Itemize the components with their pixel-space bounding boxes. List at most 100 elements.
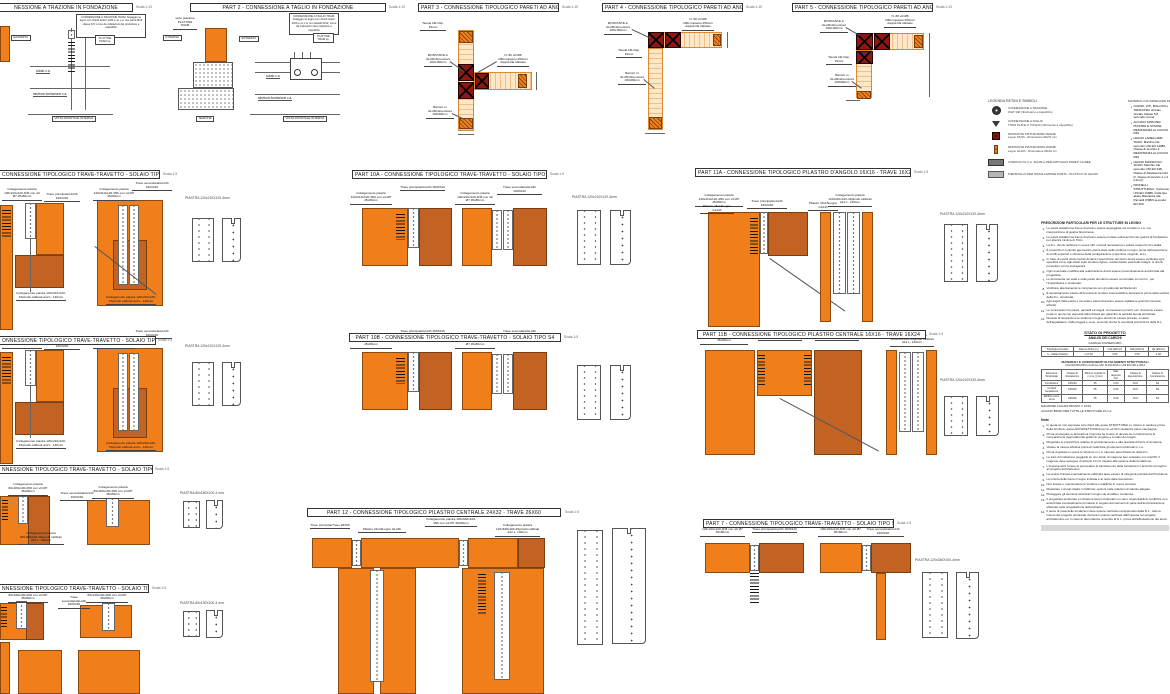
table-cell: XC2 <box>1123 393 1147 403</box>
legend-item-text: PIEDISTALLO PER INSTALLAZIONE PORTA - PL… <box>1008 172 1098 177</box>
panel-title-text: NESSIONE A TRAZIONE IN FONDAZIONE <box>14 5 118 11</box>
plate-view-side <box>610 210 631 265</box>
legend-item: CONNESSIONE A TAGLIO TITAN PLATE O TCN240… <box>988 119 1114 127</box>
scale-label: Scala 1:5 <box>155 467 170 471</box>
list-item: ▪ ACCIAIO S355 PER PIASTRE E STAFFE: RESI… <box>1128 120 1170 136</box>
legend-item-text: CONNESSIONE A TRAZIONE WHT 340 (riferimen… <box>1008 105 1052 114</box>
scale-label: Scala 1:5 <box>158 338 173 342</box>
callout-label: Collegamento piastra 120x210x120-4N6 con… <box>695 193 743 207</box>
legend-item: MONTANTE PIATTAFORMA FRAME Legno S1/S6 - … <box>988 132 1114 141</box>
callout-line: dimensioni 160x80mm <box>624 74 645 83</box>
item-number: 8. <box>1042 473 1045 478</box>
materials-table-subtitle: CALCESTRUZZO conforme UNI 11104:2016 e U… <box>1065 364 1145 368</box>
screw-hatch <box>2 357 11 385</box>
legend-item: MONTANTE PIATTAFORMA FRAME Legno GL24h - … <box>988 145 1114 155</box>
timber-beam <box>462 352 492 410</box>
leader-line <box>30 239 31 292</box>
plate-view-front <box>944 396 968 436</box>
stud-crossed <box>856 33 873 50</box>
callout-line: MONTANTE in GL24h <box>425 53 449 61</box>
item-number: 11. <box>1041 308 1045 313</box>
callout-line: GL24h 160X240 <box>422 185 445 189</box>
callout-label: Trave secondariaGL24h 160X240 <box>862 527 904 537</box>
table-row: Fondazioni C25/30 35 0.60 XC2 S4 <box>1040 380 1170 387</box>
timber-beam <box>312 538 352 568</box>
view-label: VISTA FRONTALE INTERNA <box>52 116 96 122</box>
plate-view-front <box>183 501 200 528</box>
panel-title-text: NNESSIONE TIPOLOGICO TRAVE-TRAVETTO - SO… <box>2 586 149 592</box>
steel-plate <box>352 540 361 566</box>
list-item: ▪ CHIODI, VITI, BULLONI e TIRAFONDI: Acci… <box>1128 104 1170 120</box>
panel-title-part10a: PART 10A - CONNESSIONE TIPOLOGICO TRAVE-… <box>352 170 547 179</box>
stud-crossed <box>665 32 681 48</box>
item-number: 10. <box>1041 300 1046 305</box>
callout-label: Pilastro 16x16Legno GL24h <box>700 204 734 214</box>
callout-line: dimensioni 160x80mm <box>432 108 453 117</box>
timber-beam-dark <box>513 352 547 410</box>
timber-beam-dark <box>513 208 547 266</box>
callout-line: Spinotti calibrati ø12 L. 140mm <box>110 444 154 449</box>
scale-label: Scala 1:5 <box>897 521 912 525</box>
legend-line: CONNESSIONE A TRAZIONE <box>1008 105 1048 110</box>
callout-label: Barratt. in GL24hdimensioni 160x80mm <box>828 73 856 87</box>
callout-line: Trave principale <box>752 527 775 531</box>
callout-label: Trave secondariaGL24h 160X240 <box>60 491 94 501</box>
list-item: 4. Variare la misura effettiva prima di r… <box>1041 445 1169 450</box>
callout-label: Collegamento piastra 120x210x120-4N6 con… <box>350 191 392 205</box>
timber-beam-dark <box>26 603 44 640</box>
callout-line: Collegamento piastra 120x630x100-4 <box>495 523 533 531</box>
anchor-bolt-hole <box>294 69 301 76</box>
item-number: 9. <box>1042 291 1045 296</box>
callout-line: Trave 26X60 <box>332 523 350 527</box>
callout-label: Trave secondariaGL24h 160X240 <box>132 181 172 191</box>
item-text: Ogni eventuale modifica alla realizzazio… <box>1046 268 1165 277</box>
item-number: 4. <box>1042 249 1045 253</box>
callout-label: Collegamento piastra 120x210x120-4Spinot… <box>16 291 66 301</box>
screw-hatch <box>478 574 486 614</box>
panel-title-part4: PART 4 - CONNESSIONE TIPOLOGICO PARETI A… <box>602 3 743 12</box>
panel-title-part1: NESSIONE A TRAZIONE IN FONDAZIONE <box>0 3 133 12</box>
panel-title-s1a: CONNESSIONE TIPOLOGICO TRAVE-TRAVETTO - … <box>0 170 160 179</box>
shear-connection-icon <box>988 120 1004 127</box>
item-text: LEGNO MASSICCIO SOLID: Marchio CE second… <box>1133 159 1169 183</box>
timber-column <box>380 568 416 694</box>
screw-hatch <box>750 218 758 256</box>
steel-plate <box>862 545 871 571</box>
materials-list: ▪ CHIODI, VITI, BULLONI e TIRAFONDI: Acci… <box>1128 104 1170 207</box>
anchor-plate <box>290 58 322 80</box>
callout-line: GL24h 160X240 <box>67 598 87 607</box>
item-number: 11. <box>1041 488 1045 493</box>
item-text: CHIODI, VITI, BULLONI e TIRAFONDI: Accia… <box>1133 104 1169 120</box>
item-number: 9. <box>1042 478 1045 483</box>
platine-note-box: PLATTINE TRAM sp. 100 mm <box>313 33 334 43</box>
item-text: Le pareti piattaforma frame dovranno ess… <box>1046 234 1168 243</box>
plate-label: PIASTRA 80x180X100-4 mm <box>180 491 224 495</box>
item-text: Rispettare i vincoli relativi in fabbric… <box>1046 487 1151 492</box>
scale-label: Scala 1:5 <box>163 172 178 176</box>
list-item: 9. La misura delle barre in legno indicat… <box>1041 477 1169 483</box>
legend: LEGENDA RETINI E SIMBOLI CONNESSIONE A T… <box>988 99 1114 183</box>
callout-line: Collegamento piastra 80x180x100-4 <box>8 482 43 490</box>
steel-plate <box>118 353 128 431</box>
item-text: Verificare attentamente le congruenze co… <box>1046 285 1138 290</box>
callout-line: Collegamento piastra 120x210x120-4 <box>4 187 37 195</box>
foundation-label: struttura fondazione c.a. <box>33 92 68 97</box>
table-header-cell: Minimo copriferro c (c.a.) [mm] <box>1082 368 1108 382</box>
slab-label: solaio c.a. <box>266 74 281 79</box>
callout-line: GL24h 160X240 <box>55 192 78 200</box>
panel-title-text: PART 3 - CONNESSIONE TIPOLOGICO PARETI A… <box>421 5 559 11</box>
notes-list: 1. In quota se non espresso solo rilievi … <box>1041 423 1169 522</box>
item-text: È prescritto il controllo geometrico ele… <box>1046 248 1168 256</box>
plate-label: PIASTRA 120x210X120-4mm <box>940 378 985 382</box>
data-table: Elemento Strutturale Classe di Resistenza… <box>1040 368 1170 403</box>
timber-beam-dark <box>419 352 452 410</box>
pedestal-icon <box>988 171 1004 179</box>
slab-label: solaio c.a. <box>36 69 51 74</box>
plate-label: PIASTRA 120x210X120-4mm <box>185 344 230 348</box>
item-text: Rispettare le prescrizioni relative al p… <box>1046 440 1163 445</box>
timber-beam <box>757 350 812 396</box>
legend-line: Legno GL24h - Dimensione 90x16 cm <box>1008 148 1057 153</box>
item-number: 7. <box>1042 278 1045 283</box>
callout-line: sp. 19mm <box>624 48 640 56</box>
timber-beam <box>462 208 492 266</box>
